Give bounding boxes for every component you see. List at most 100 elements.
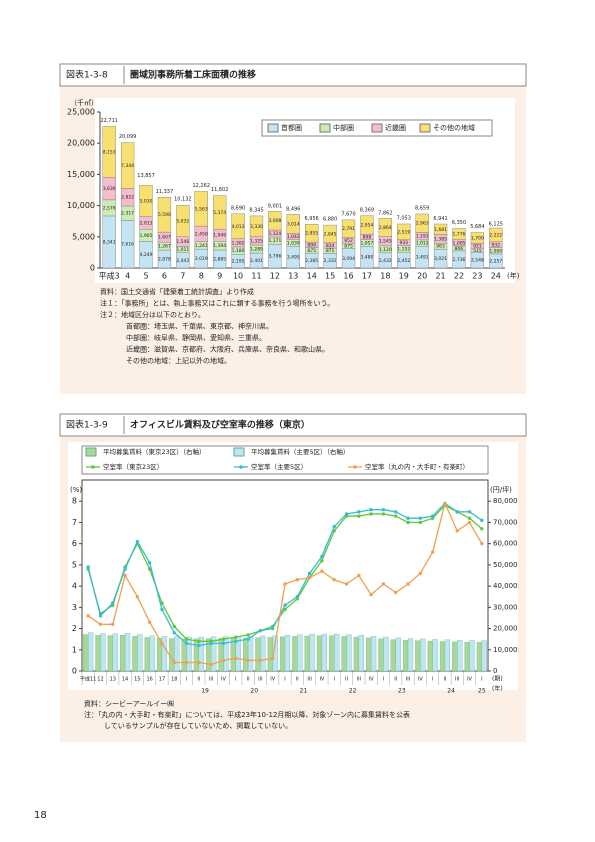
note: 近畿圏：滋賀県、京都府、大阪府、兵庫県、奈良県、和歌山県。 [126,345,329,354]
bar-segment [433,223,448,235]
point [381,582,386,586]
x-tick-label: III [307,677,311,683]
bar-segment [397,223,411,240]
data-label: 5,563 [195,206,208,212]
data-label: 1,394 [213,243,226,249]
point [320,554,324,559]
data-label: 1,302 [232,240,245,246]
data-label: 1,681 [434,227,447,233]
data-label: 3,491 [416,255,429,261]
point [197,643,201,648]
data-label: 1,607 [158,235,171,241]
legend-label: 中部圏 [333,123,354,132]
bar [247,636,254,672]
data-label: 2,385 [305,258,318,264]
y-tick-label: 2 [72,624,77,633]
point [234,639,238,643]
total-label: 7,053 [397,215,411,221]
bar [223,636,229,672]
bar-segment [489,227,503,243]
data-label: 871 [326,248,335,254]
point [394,590,398,595]
point [467,520,472,525]
bar-segment [415,213,429,233]
x-tick-label: III [258,677,262,683]
point [209,662,213,667]
legend-label: その他の地域 [433,123,475,132]
data-label: 921 [473,244,482,250]
data-label: 1,000 [489,248,502,254]
bar [334,633,340,672]
bar [88,632,94,672]
figure-number: 図表1-3-8 [66,69,108,81]
data-label: 4,249 [140,252,153,258]
x-tick-label: IV [369,677,374,683]
y-tick-label: 25,000 [67,108,95,117]
point [430,550,435,554]
point [135,595,140,599]
bar [124,633,131,672]
y2-tick-label: 10,000 [493,646,518,654]
x-tick-label: II [443,677,446,683]
y2-tick-label: 80,000 [493,497,518,505]
point [147,620,152,624]
data-label: 2,885 [213,256,226,262]
data-label: 1,039 [287,240,300,246]
x-tick-label: 16 [146,677,152,683]
y-tick-label: 10,000 [67,201,95,210]
chart-title: オフィスビル賃料及び空室率の推移（東京） [130,419,310,431]
data-label: 7,616 [121,242,134,248]
x-tick-label: 15 [325,272,335,281]
x-group-label: 20 [250,688,258,695]
data-label: 1,267 [158,244,171,250]
bar [383,636,389,672]
legend-swatch [91,465,95,469]
point [197,660,201,665]
point [455,510,459,514]
point [357,573,361,578]
point [270,626,275,631]
data-label: 1,965 [140,233,153,239]
x-group-label: 25 [478,688,486,695]
data-label: 1,546 [176,239,189,245]
note: 資料：シービーアールイー㈱ [84,699,174,708]
point [221,658,226,663]
data-label: 5,590 [158,212,171,218]
bar [402,640,409,672]
total-label: 8,369 [360,207,374,213]
bar [378,638,384,672]
bar [284,634,291,672]
point [197,639,201,643]
point [234,656,238,660]
x-tick-label: III [406,677,410,683]
total-label: 11,337 [156,189,174,195]
bar-segment [305,224,319,243]
figure-header [59,413,527,437]
bar [464,641,470,672]
bar [272,635,278,672]
point [184,660,189,665]
data-label: 1,949 [213,233,226,239]
bar-segment [360,215,374,235]
data-label: 2,257 [489,258,502,264]
point [307,575,312,580]
data-label: 1,005 [453,240,466,246]
total-label: 6,125 [489,221,503,227]
data-label: 2,195 [232,259,245,265]
bar [169,638,175,672]
x-tick-label: I [481,677,482,683]
x-tick-label: 8 [199,272,204,281]
point [332,578,336,582]
x-tick-label: 17 [362,272,372,281]
total-label: 20,099 [119,134,137,140]
data-label: 1,700 [471,235,484,241]
data-label: 2,443 [176,258,189,264]
point [394,514,398,518]
data-label: 2,864 [379,225,392,231]
note: 注：「丸の内・大手町・有楽町」については、平成23年10-12月期以降、対象ゾー… [84,710,410,719]
x-tick-label: 13 [288,272,298,281]
x-group-label: 24 [447,688,455,695]
total-label: 7,862 [378,210,392,216]
total-label: 6,880 [323,217,337,223]
